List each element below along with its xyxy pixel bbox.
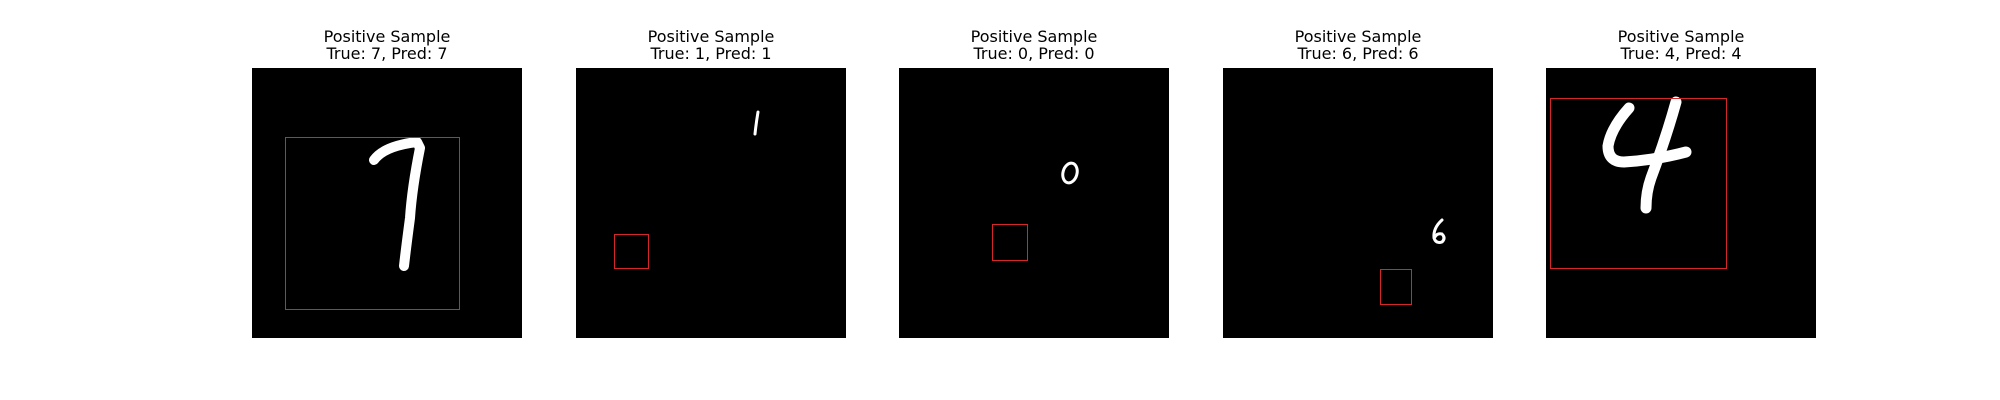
panel-title: Positive Sample: [970, 27, 1098, 46]
panel-subtitle: True: 4, Pred: 4: [1620, 44, 1742, 63]
detection-box: [992, 224, 1028, 261]
detection-box: [285, 137, 460, 310]
digit-image: [899, 68, 1169, 338]
panel-title: Positive Sample: [1294, 27, 1422, 46]
detection-box: [614, 234, 649, 269]
detection-box: [1550, 98, 1727, 269]
panel-subtitle: True: 0, Pred: 0: [973, 44, 1095, 63]
sample-panel-3: Positive Sample True: 0, Pred: 0: [899, 0, 1169, 340]
digit-7-glyph: [369, 137, 425, 271]
panel-subtitle: True: 7, Pred: 7: [326, 44, 448, 63]
digit-image: [1546, 68, 1816, 338]
panel-title: Positive Sample: [1617, 27, 1745, 46]
digit-1-glyph: [753, 110, 760, 136]
sample-panel-5: Positive Sample True: 4, Pred: 4: [1546, 0, 1816, 340]
panel-subtitle: True: 1, Pred: 1: [650, 44, 772, 63]
panel-subtitle: True: 6, Pred: 6: [1297, 44, 1419, 63]
digit-6-glyph: [1432, 218, 1446, 244]
digit-image: [252, 68, 522, 338]
detection-box: [1380, 269, 1412, 305]
panel-title: Positive Sample: [647, 27, 775, 46]
sample-panel-2: Positive Sample True: 1, Pred: 1: [576, 0, 846, 340]
panel-title: Positive Sample: [323, 27, 451, 46]
digit-image: [576, 68, 846, 338]
digit-4-glyph: [1602, 96, 1692, 214]
sample-panel-4: Positive Sample True: 6, Pred: 6: [1223, 0, 1493, 340]
sample-panel-1: Positive Sample True: 7, Pred: 7: [252, 0, 522, 340]
digit-image: [1223, 68, 1493, 338]
digit-0-glyph: [1061, 161, 1079, 185]
